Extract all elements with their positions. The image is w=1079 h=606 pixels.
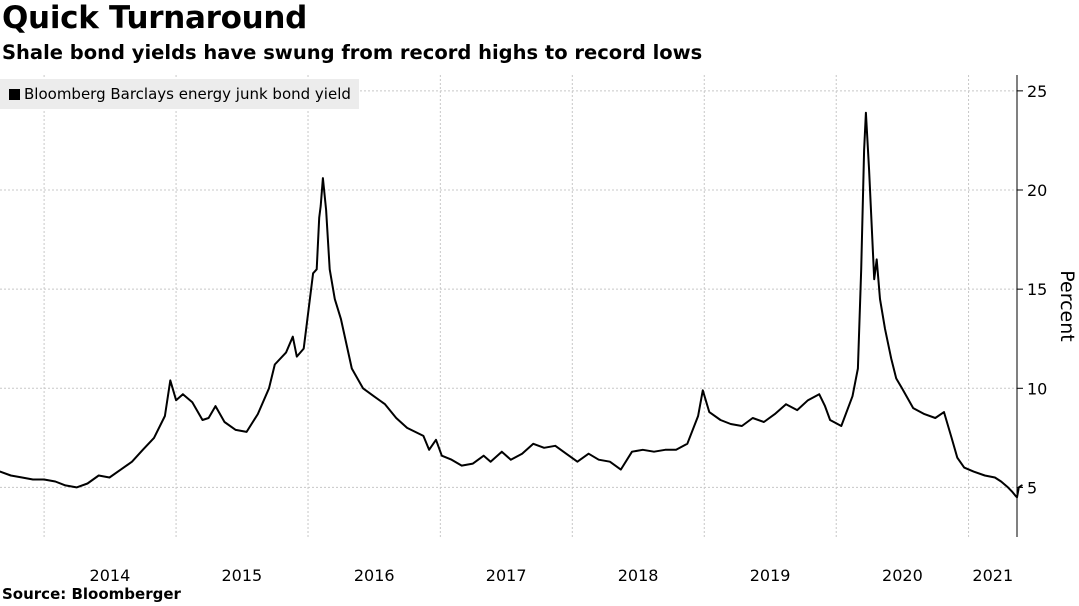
y-axis-label: Percent — [1056, 270, 1078, 342]
x-tick-label: 2021 — [972, 566, 1013, 585]
x-tick-label: 2015 — [222, 566, 263, 585]
legend-label: Bloomberg Barclays energy junk bond yiel… — [24, 85, 351, 103]
legend: Bloomberg Barclays energy junk bond yiel… — [0, 79, 359, 109]
y-tick-label: 5 — [1027, 478, 1037, 497]
x-tick-label: 2020 — [882, 566, 923, 585]
x-tick-label: 2016 — [354, 566, 395, 585]
series-layer — [0, 111, 1023, 499]
y-tick-label: 15 — [1027, 280, 1047, 299]
y-tick-label: 10 — [1027, 379, 1047, 398]
source-note: Source: Bloomberger — [2, 585, 181, 603]
y-tick-label: 20 — [1027, 181, 1047, 200]
chart-title: Quick Turnaround — [2, 0, 308, 36]
x-tick-label: 2017 — [486, 566, 527, 585]
y-tick-label: 25 — [1027, 82, 1047, 101]
series-line — [0, 111, 1023, 499]
x-tick-label: 2014 — [90, 566, 131, 585]
x-tick-label: 2019 — [750, 566, 791, 585]
chart-subtitle: Shale bond yields have swung from record… — [2, 41, 703, 64]
axis-layer: 5 10 15 20 25 2014 2015 2016 2017 2018 2019 2020 202… — [90, 75, 1047, 585]
x-tick-label: 2018 — [618, 566, 659, 585]
legend-swatch-icon — [9, 88, 20, 100]
